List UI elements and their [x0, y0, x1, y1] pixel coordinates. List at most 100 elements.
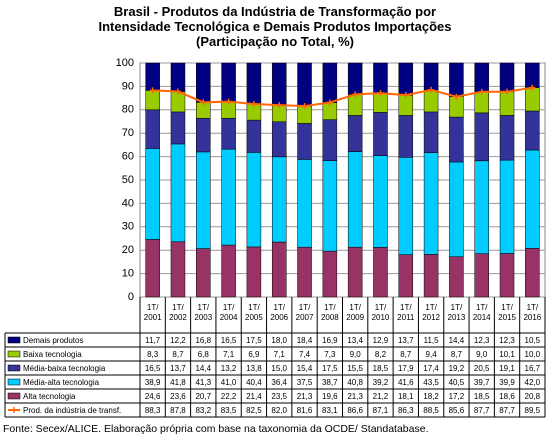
- value-label: 41,8: [170, 378, 186, 387]
- bar-segment: [499, 91, 515, 116]
- value-label: 7,3: [324, 350, 336, 359]
- bar-segment: [449, 62, 464, 97]
- value-label: 40,8: [347, 378, 363, 387]
- value-label: 40,4: [246, 378, 262, 387]
- x-tick-label: 1T/ 2016: [523, 303, 542, 322]
- value-label: 23,6: [170, 392, 186, 401]
- value-label: 11,5: [423, 336, 439, 345]
- value-label: 21,4: [246, 392, 262, 401]
- bar-segment: [271, 121, 287, 158]
- value-label: 18,0: [271, 336, 287, 345]
- value-label: 21,3: [296, 392, 313, 401]
- y-tick-label: 100: [116, 57, 134, 69]
- value-label: 8,2: [374, 350, 387, 359]
- value-label: 82,5: [246, 406, 262, 415]
- x-tick-label: 1T/ 2003: [194, 303, 213, 322]
- bar-segment: [221, 117, 236, 150]
- bar-segment: [196, 117, 211, 153]
- x-tick-label: 1T/ 2008: [320, 303, 339, 322]
- bar-segment: [398, 157, 414, 255]
- legend-key: [7, 392, 21, 400]
- value-label: 39,9: [499, 378, 515, 387]
- bar-segment: [423, 89, 439, 113]
- value-label: 6,8: [197, 350, 209, 359]
- line-marker: [453, 93, 460, 100]
- y-tick-label: 70: [122, 127, 134, 139]
- line-marker: [225, 98, 232, 105]
- value-label: 13,7: [170, 364, 186, 373]
- value-label: 18,2: [423, 392, 439, 401]
- value-label: 39,2: [372, 378, 389, 387]
- y-tick-label: 30: [122, 221, 134, 233]
- line-marker: [478, 88, 485, 95]
- value-label: 87,7: [499, 406, 515, 415]
- x-tick-label: 1T/ 2015: [498, 303, 516, 322]
- value-label: 15,4: [296, 364, 313, 373]
- bar-segment: [246, 62, 262, 105]
- value-label: 85,6: [448, 406, 465, 415]
- bar-segment: [423, 152, 439, 255]
- value-label: 16,8: [195, 336, 212, 345]
- bar-segment: [525, 248, 540, 298]
- legend-key: [7, 378, 21, 386]
- y-tick-label: 0: [128, 291, 134, 303]
- value-label: 16,7: [524, 364, 541, 373]
- bar-segment: [297, 246, 312, 298]
- value-label: 11,7: [145, 336, 161, 345]
- x-tick-label: 1T/ 2011: [397, 303, 415, 322]
- value-label: 17,5: [246, 336, 262, 345]
- legend-label: Alta tecnologia: [23, 392, 76, 401]
- x-tick-label: 1T/ 2010: [371, 303, 390, 322]
- value-label: 7,1: [273, 350, 285, 359]
- line-marker: [149, 87, 156, 94]
- value-label: 83,2: [195, 406, 212, 415]
- bar-segment: [170, 62, 186, 92]
- bar-segment: [398, 254, 414, 298]
- legend-label: Baixa tecnologia: [23, 350, 82, 359]
- value-label: 41,0: [220, 378, 237, 387]
- bar-segment: [423, 254, 439, 298]
- bar-segment: [297, 62, 312, 107]
- value-label: 7,4: [298, 350, 311, 359]
- bar-segment: [449, 96, 464, 118]
- source: Fonte: Secex/ALICE. Elaboração própria c…: [3, 423, 429, 435]
- value-label: 87,1: [372, 406, 389, 415]
- bar-segment: [525, 110, 540, 151]
- value-label: 81,6: [296, 406, 313, 415]
- bar-segment: [499, 159, 515, 254]
- legend-key: [7, 336, 21, 344]
- bar-segment: [322, 62, 338, 103]
- value-label: 87,8: [170, 406, 186, 415]
- value-label: 18,1: [397, 392, 414, 401]
- bar-segment: [170, 143, 186, 243]
- legend-label: Demais produtos: [23, 336, 84, 345]
- bar-segment: [170, 241, 186, 298]
- value-label: 86,6: [347, 406, 363, 415]
- x-tick-label: 1T/ 2009: [346, 303, 365, 322]
- line-marker: [326, 99, 333, 106]
- value-label: 43,5: [423, 378, 439, 387]
- value-label: 23,5: [271, 392, 287, 401]
- value-label: 40,5: [448, 378, 465, 387]
- line-marker: [377, 90, 384, 97]
- line-marker: [200, 99, 207, 106]
- value-label: 9,4: [425, 350, 437, 359]
- line: [152, 86, 533, 108]
- line-marker: [529, 84, 536, 91]
- line-marker: [428, 86, 435, 93]
- bar-segment: [525, 87, 540, 112]
- bar-segment: [398, 62, 414, 96]
- bar-segment: [271, 156, 287, 243]
- value-label: 18,5: [372, 364, 389, 373]
- value-label: 41,6: [397, 378, 414, 387]
- bar-segment: [373, 155, 388, 248]
- bar-segment: [347, 62, 363, 95]
- value-label: 13,4: [347, 336, 363, 345]
- value-label: 14,4: [195, 364, 212, 373]
- value-label: 36,4: [271, 378, 287, 387]
- value-label: 19,1: [499, 364, 515, 373]
- bar-segment: [499, 253, 515, 298]
- value-label: 22,2: [220, 392, 237, 401]
- value-label: 8,7: [172, 350, 184, 359]
